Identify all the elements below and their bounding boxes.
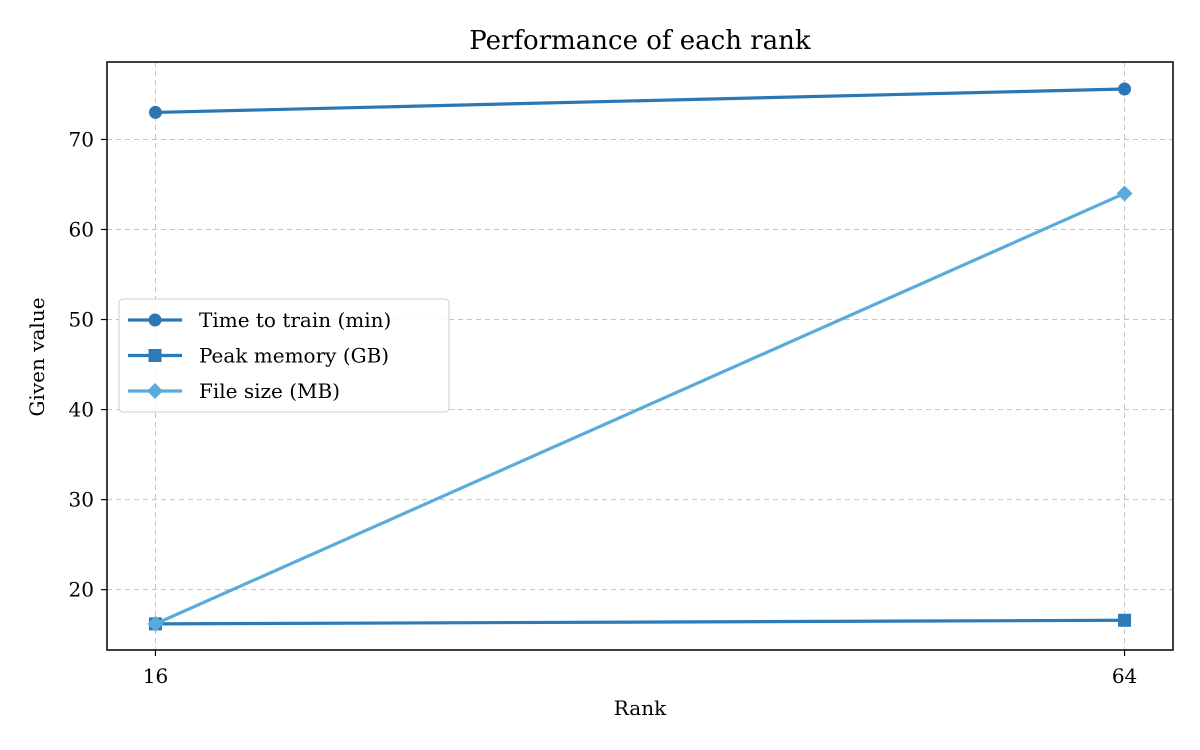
series-time-to-train-min: [148, 82, 1132, 119]
legend-label: Peak memory (GB): [199, 344, 389, 368]
legend-swatch-marker: [147, 383, 163, 399]
plot-area-frame: [106, 61, 1174, 651]
x-tick-label: 64: [1112, 664, 1137, 688]
y-tick-label: 30: [69, 488, 94, 512]
series-lines: [147, 82, 1133, 632]
legend-item-time-to-train-min: Time to train (min): [128, 308, 391, 332]
data-point-time-to-train-min: [1118, 82, 1132, 96]
axis-ticks: 20 30 40 50 60 70 16 64: [69, 127, 1138, 688]
data-point-file-size-mb: [1116, 185, 1133, 202]
series-line-file-size-mb: [154, 192, 1126, 626]
y-tick-label: 70: [69, 127, 94, 151]
y-tick-label: 40: [69, 398, 94, 422]
legend-item-file-size-mb: File size (MB): [128, 379, 340, 403]
y-tick-label: 50: [69, 308, 94, 332]
legend: Time to train (min) Peak memory (GB) File …: [118, 298, 450, 413]
legend-item-peak-memory-gb: Peak memory (GB): [128, 344, 389, 368]
legend-label: File size (MB): [199, 379, 340, 403]
data-point-peak-memory-gb: [1118, 613, 1132, 627]
legend-swatch-marker: [148, 349, 162, 362]
data-point-time-to-train-min: [148, 105, 162, 119]
x-tick-label: 16: [143, 664, 168, 688]
y-tick-label: 20: [69, 578, 94, 602]
series-line-time-to-train-min: [155, 87, 1125, 115]
legend-items: Time to train (min) Peak memory (GB) File …: [128, 308, 391, 403]
data-point-file-size-mb: [147, 615, 164, 632]
legend-swatch-marker: [148, 313, 162, 327]
series-line-peak-memory-gb: [155, 618, 1125, 626]
y-tick-label: 60: [69, 217, 94, 241]
x-axis-label: Rank: [614, 696, 667, 720]
legend-box: [118, 298, 450, 413]
chart-title: Performance of each rank: [469, 26, 811, 56]
legend-label: Time to train (min): [199, 308, 391, 332]
y-axis-label: Given value: [25, 297, 49, 416]
series-file-size-mb: [147, 185, 1133, 632]
